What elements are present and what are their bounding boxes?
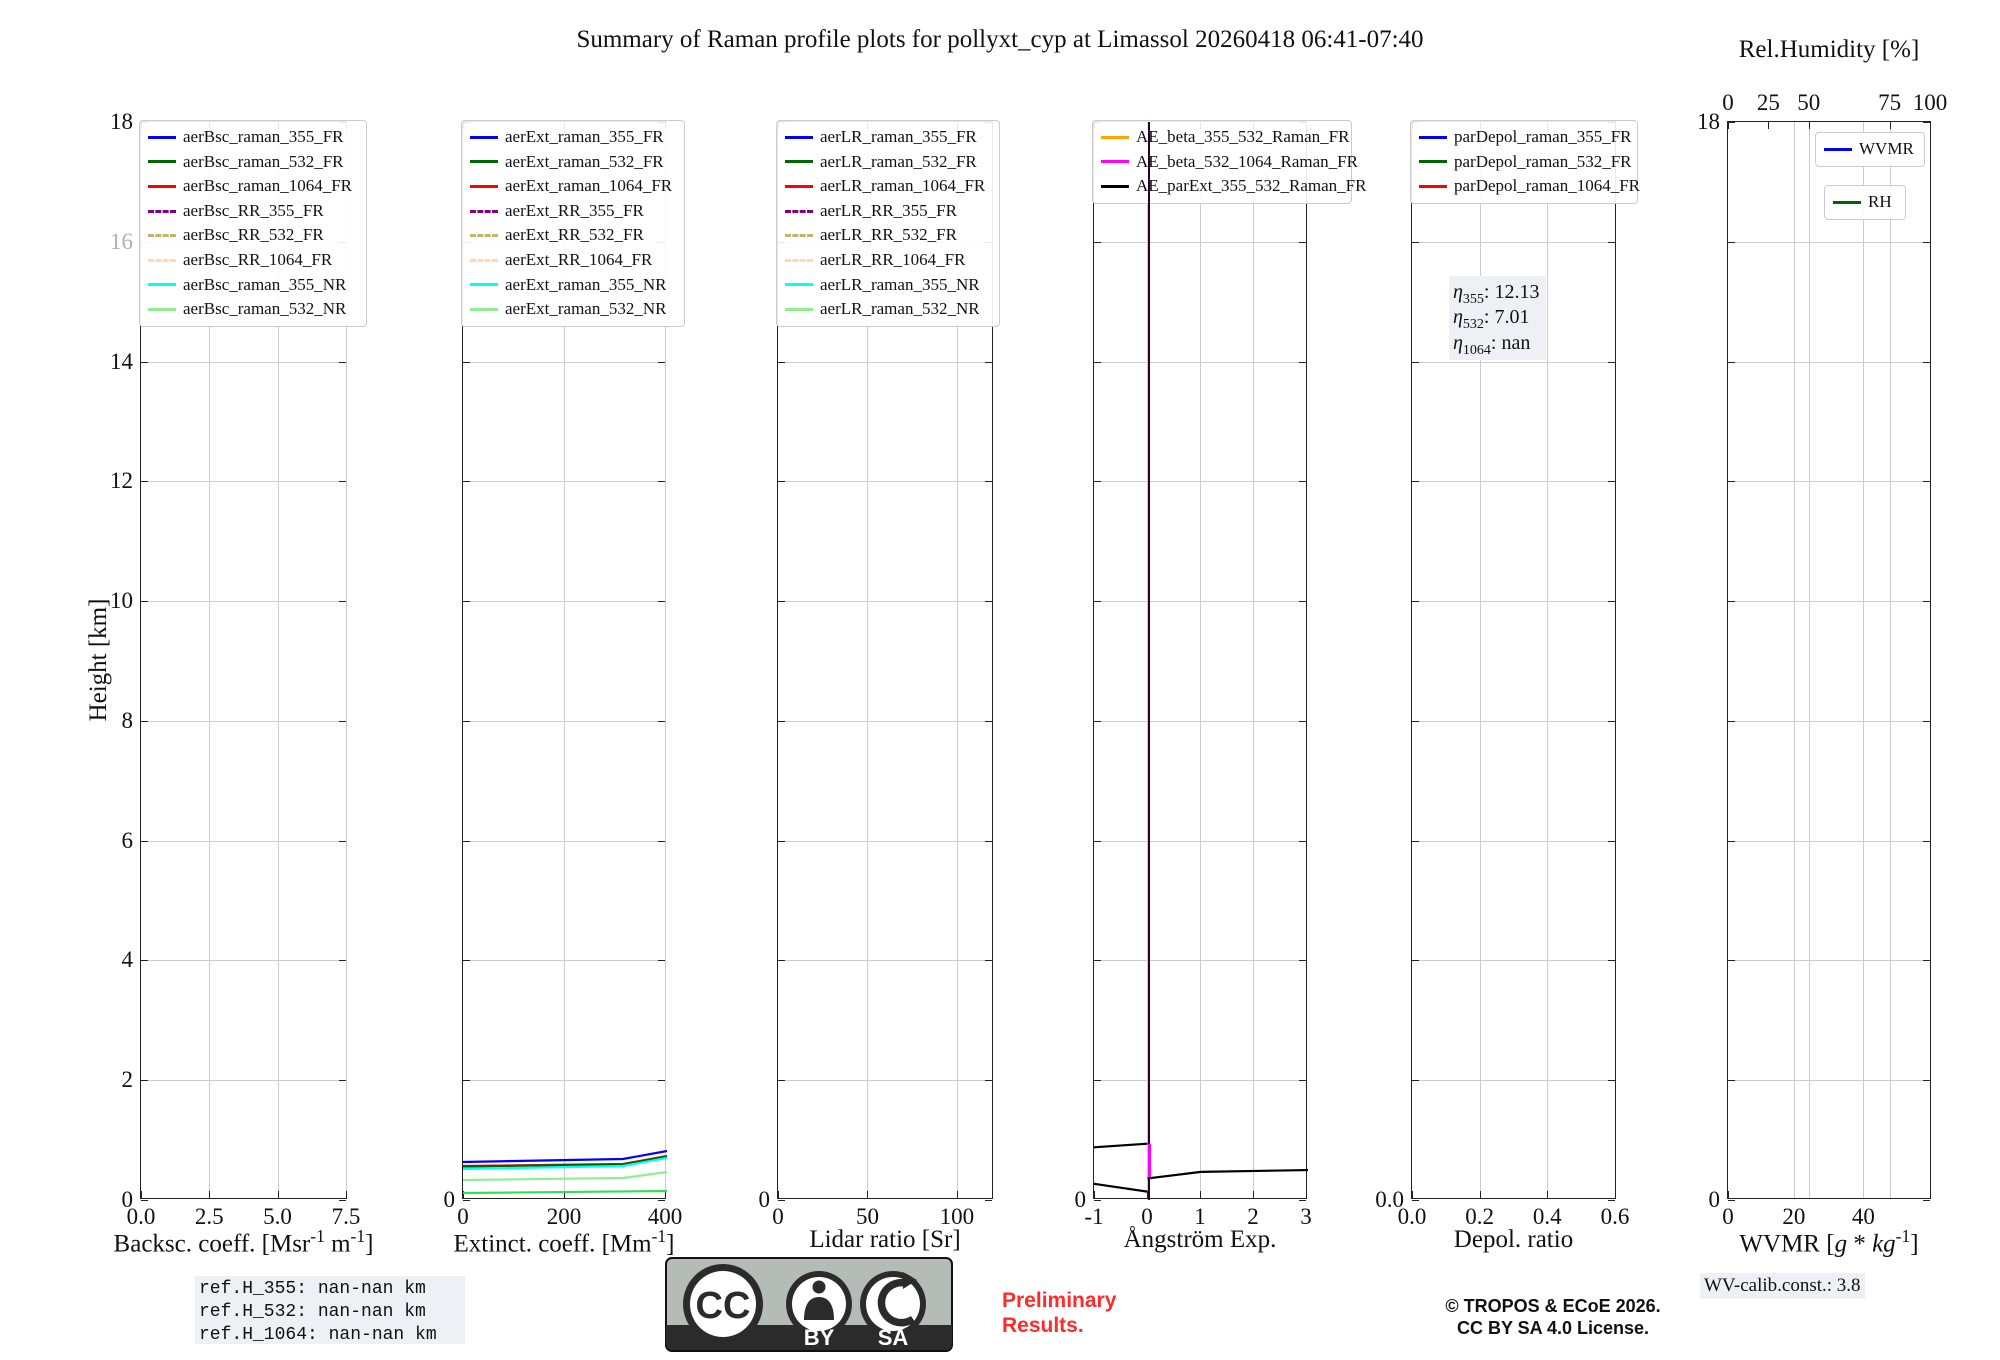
- svg-text:BY: BY: [804, 1325, 835, 1350]
- svg-text:CC: CC: [696, 1285, 751, 1327]
- svg-text:SA: SA: [878, 1325, 909, 1350]
